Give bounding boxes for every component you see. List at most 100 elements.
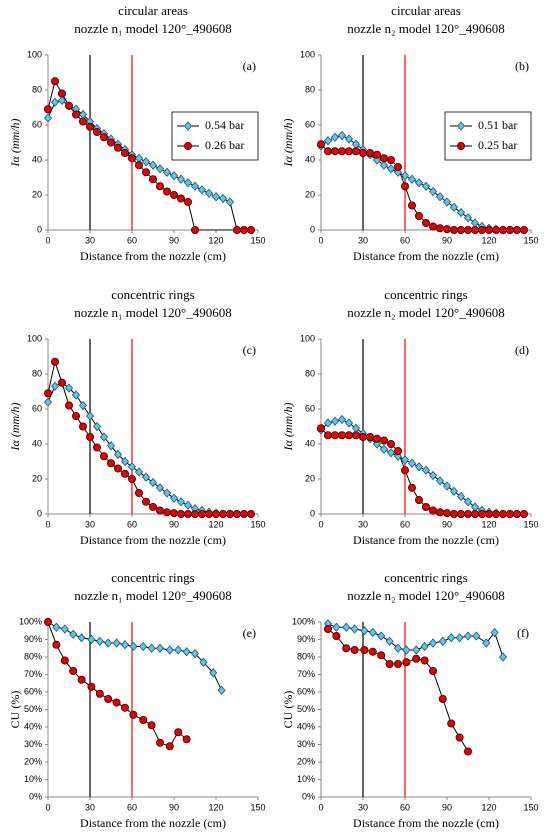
legend-marker (183, 141, 192, 150)
marker (199, 657, 208, 667)
marker (239, 225, 248, 234)
marker (330, 416, 340, 426)
x-axis-label: Distance from the nozzle (cm) (80, 816, 226, 830)
chart-subtitle: nozzle n₂ model 120°_490608 (347, 588, 504, 603)
marker (87, 634, 96, 645)
x-tick-label: 0 (45, 235, 50, 245)
x-tick-label: 150 (523, 235, 538, 245)
y-tick-label: 80% (297, 651, 315, 661)
marker (421, 465, 431, 475)
marker (359, 148, 368, 157)
panel-label: (d) (515, 343, 529, 357)
x-tick-label: 30 (85, 802, 95, 812)
series-line (47, 359, 251, 515)
marker (95, 689, 104, 698)
panel: concentric rings nozzle n₂ model 120°_490… (281, 570, 539, 830)
x-tick-label: 0 (45, 519, 50, 529)
y-tick-label: 70% (24, 669, 42, 679)
marker (342, 622, 351, 632)
marker (120, 640, 130, 650)
y-axis-label: CU (%) (281, 691, 295, 729)
marker (79, 422, 88, 431)
y-tick-label: 60 (305, 119, 315, 129)
x-tick-label: 0 (318, 235, 323, 245)
marker (71, 390, 81, 400)
marker (512, 225, 521, 234)
x-tick-label: 0 (45, 802, 50, 812)
marker (447, 719, 456, 728)
chart-subtitle: nozzle n₁ model 120°_490608 (74, 21, 231, 36)
panel-label: (e) (243, 626, 256, 640)
marker (385, 636, 394, 646)
marker (435, 192, 445, 202)
marker (134, 161, 143, 170)
marker (107, 459, 116, 468)
marker (52, 640, 61, 649)
panel: concentric rings nozzle n₂ model 120°_490… (281, 287, 539, 547)
marker (455, 633, 464, 643)
marker (373, 150, 382, 159)
marker (51, 357, 60, 366)
y-tick-label: 0 (310, 224, 315, 234)
y-tick-label: 40 (305, 154, 315, 164)
marker (420, 641, 429, 652)
marker (121, 703, 130, 712)
y-axis-label: CU (%) (8, 691, 22, 729)
x-tick-label: 60 (127, 802, 137, 812)
chart-title: concentric rings (384, 570, 467, 585)
marker (44, 618, 53, 627)
marker (174, 728, 183, 737)
marker (217, 685, 226, 695)
x-tick-label: 120 (481, 235, 496, 245)
marker (407, 201, 416, 210)
marker (373, 434, 382, 443)
marker (393, 643, 403, 653)
y-tick-label: 100% (292, 616, 315, 626)
panel: circular areas nozzle n₂ model 120°_49060… (281, 3, 539, 263)
marker (428, 470, 438, 481)
marker (442, 509, 451, 518)
chart-subtitle: nozzle n₁ model 120°_490608 (74, 588, 231, 603)
marker (345, 147, 354, 156)
marker (332, 632, 341, 641)
marker (519, 509, 528, 518)
marker (100, 133, 109, 142)
marker (342, 644, 351, 653)
y-tick-label: 90% (297, 634, 315, 644)
marker (155, 164, 165, 174)
marker (134, 467, 144, 477)
marker (209, 668, 218, 678)
marker (379, 160, 389, 170)
marker (129, 710, 138, 719)
marker (183, 197, 192, 206)
panel: concentric rings nozzle n₁ model 120°_490… (8, 287, 266, 547)
marker (428, 638, 438, 648)
marker (345, 431, 354, 440)
marker (484, 509, 493, 518)
marker (77, 675, 86, 684)
y-tick-label: 30% (24, 739, 42, 749)
marker (385, 660, 394, 669)
marker (155, 483, 165, 493)
y-tick-label: 0% (29, 791, 42, 801)
marker (407, 483, 416, 492)
marker (120, 456, 130, 467)
x-axis-label: Distance from the nozzle (cm) (80, 533, 226, 547)
marker (127, 154, 136, 163)
y-tick-label: 20% (24, 756, 42, 766)
marker (60, 656, 69, 665)
y-tick-label: 10% (24, 774, 42, 784)
marker (414, 495, 423, 504)
marker (463, 509, 472, 518)
marker (323, 418, 333, 428)
marker (351, 139, 361, 149)
marker (379, 444, 389, 454)
marker (147, 721, 156, 730)
marker (147, 643, 156, 653)
x-tick-label: 120 (208, 235, 223, 245)
marker (421, 502, 430, 511)
marker (86, 122, 95, 131)
legend-box (444, 111, 532, 161)
marker (400, 182, 409, 191)
